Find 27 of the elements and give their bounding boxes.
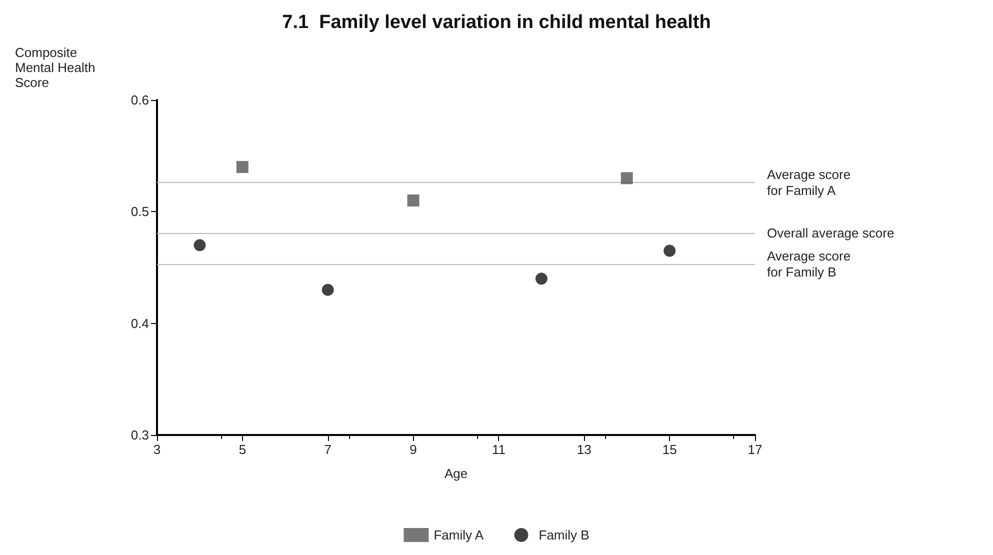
x-tick-label: 7 bbox=[324, 442, 332, 457]
ref-line-label: Average score for Family B bbox=[767, 248, 854, 280]
point bbox=[664, 244, 676, 257]
legend-label: Family B bbox=[538, 528, 590, 542]
point bbox=[407, 194, 420, 206]
x-tick-label: 17 bbox=[748, 442, 762, 457]
point bbox=[322, 284, 334, 296]
chart-title: 7.1 Family level variation in child mental health bbox=[282, 12, 711, 33]
x-tick-label: 9 bbox=[410, 442, 417, 457]
x-tick-label: 3 bbox=[153, 442, 161, 457]
y-tick-label: 0.6 bbox=[130, 92, 149, 108]
y-axis-title: Composite Mental Health Score bbox=[15, 45, 99, 90]
y-tick-label: 0.5 bbox=[130, 204, 149, 220]
x-tick-label: 5 bbox=[238, 442, 246, 457]
point bbox=[620, 172, 633, 184]
y-tick-label: 0.3 bbox=[130, 428, 149, 442]
ref-line-label: Average score for Family A bbox=[767, 167, 854, 198]
y-tick-label: 0.4 bbox=[130, 316, 149, 331]
ref-line-label: Overall average score bbox=[767, 225, 894, 240]
x-tick-label: 11 bbox=[492, 442, 506, 457]
x-tick-label: 15 bbox=[662, 442, 677, 457]
point bbox=[194, 239, 206, 252]
x-axis-title: Age bbox=[444, 466, 468, 481]
point bbox=[535, 272, 548, 285]
point bbox=[236, 161, 248, 173]
x-tick-label: 13 bbox=[576, 442, 592, 457]
legend-label: Family A bbox=[434, 528, 484, 542]
